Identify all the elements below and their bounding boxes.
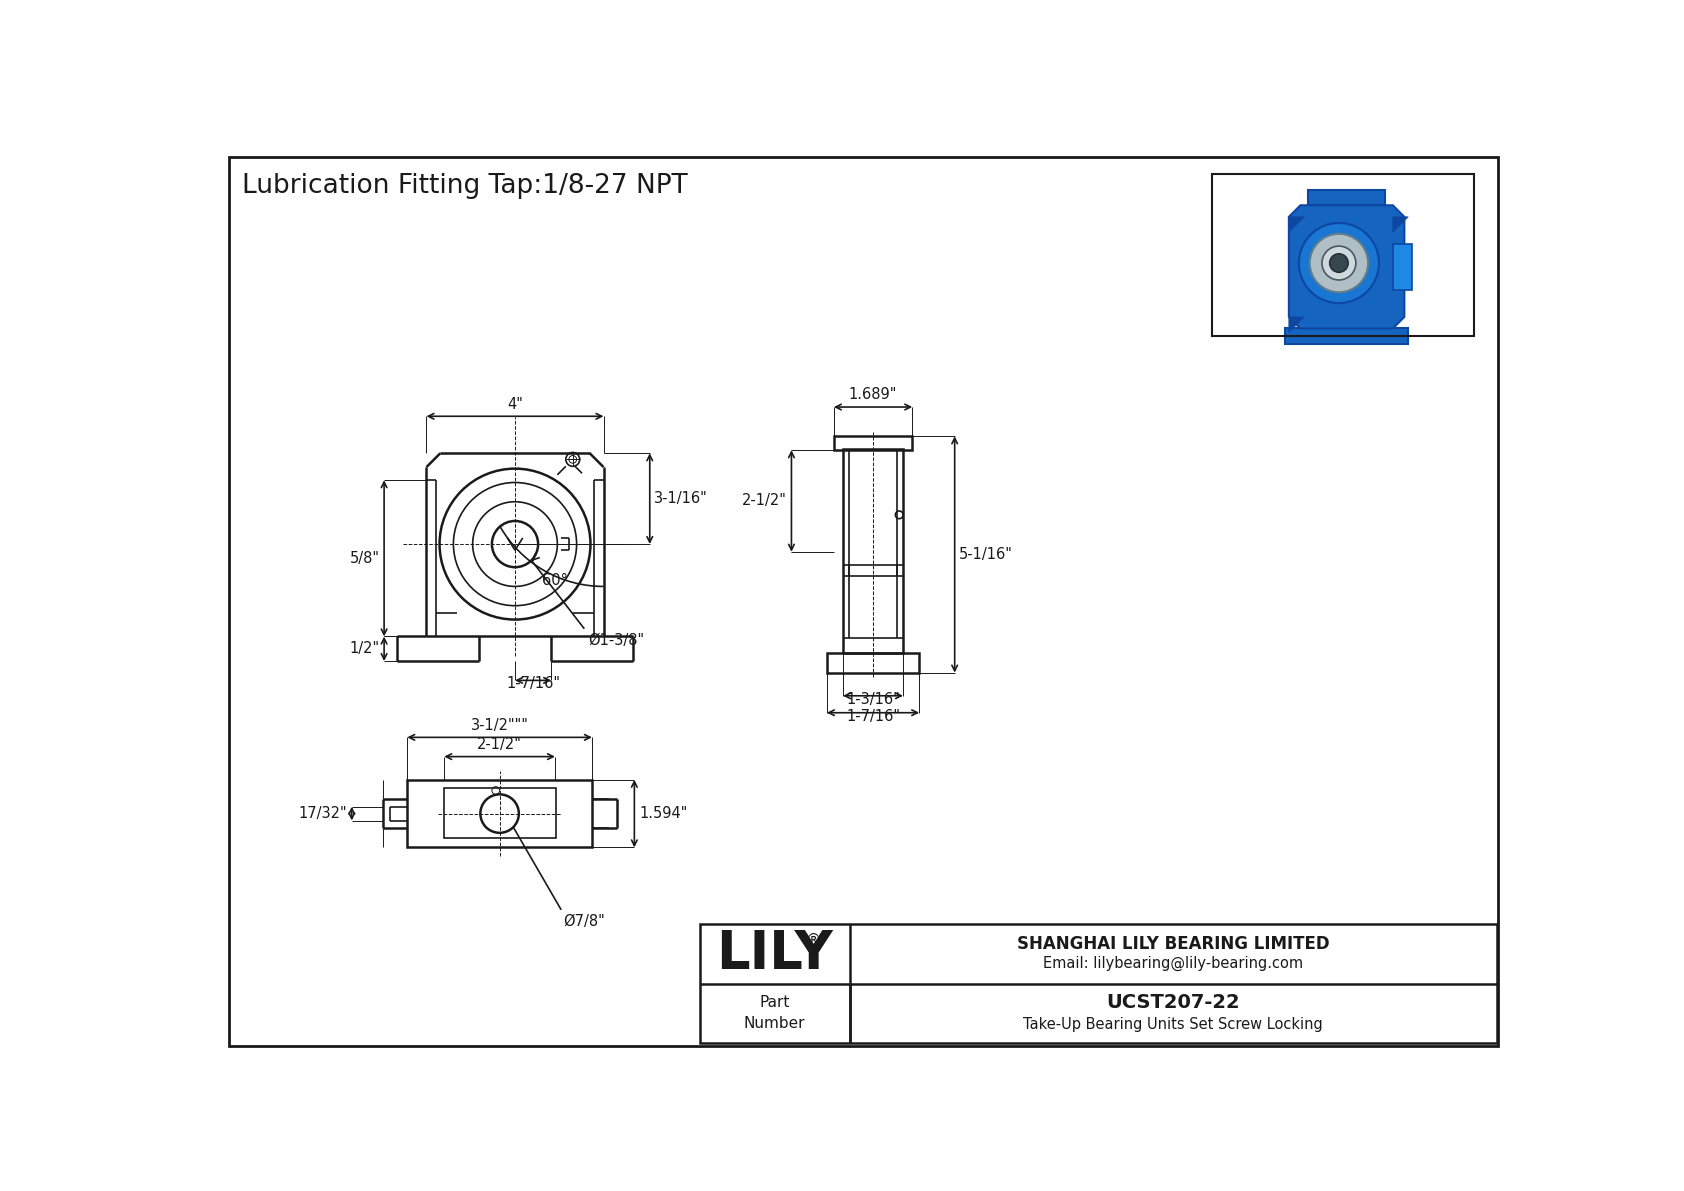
Bar	[827, 654, 919, 673]
Text: 3-1/16": 3-1/16"	[655, 491, 709, 506]
Bar	[1212, 175, 1474, 336]
Text: 3-1/2""": 3-1/2"""	[470, 718, 529, 732]
Text: Lubrication Fitting Tap:1/8-27 NPT: Lubrication Fitting Tap:1/8-27 NPT	[242, 173, 687, 199]
Text: Ø1-3/8": Ø1-3/8"	[588, 632, 645, 648]
Bar	[701, 924, 1497, 1043]
Text: 2-1/2": 2-1/2"	[477, 737, 522, 752]
Text: 5/8": 5/8"	[350, 550, 379, 566]
Text: Ø7/8": Ø7/8"	[564, 913, 605, 929]
Text: 1.689": 1.689"	[849, 387, 898, 403]
Circle shape	[1298, 223, 1379, 303]
Text: Email: lilybearing@lily-bearing.com: Email: lilybearing@lily-bearing.com	[1044, 955, 1303, 971]
Circle shape	[1330, 254, 1349, 273]
Circle shape	[1322, 247, 1356, 280]
Text: 17/32": 17/32"	[298, 806, 347, 821]
Text: 2-1/2": 2-1/2"	[743, 493, 786, 509]
Bar	[1285, 329, 1408, 344]
Bar	[1393, 244, 1413, 289]
Text: UCST207-22: UCST207-22	[1106, 993, 1239, 1012]
Bar	[844, 449, 903, 654]
Text: 1-7/16": 1-7/16"	[507, 676, 561, 691]
Text: Part
Number: Part Number	[744, 996, 805, 1031]
Bar	[1308, 189, 1386, 205]
Text: ®: ®	[805, 933, 820, 947]
Text: 4": 4"	[507, 397, 524, 412]
Polygon shape	[1288, 317, 1305, 332]
Text: 1-3/16": 1-3/16"	[845, 692, 899, 706]
Text: 1/2": 1/2"	[349, 641, 379, 656]
Polygon shape	[1393, 217, 1408, 232]
Polygon shape	[1288, 217, 1305, 232]
Text: Take-Up Bearing Units Set Screw Locking: Take-Up Bearing Units Set Screw Locking	[1024, 1017, 1324, 1031]
Circle shape	[1310, 233, 1367, 292]
Bar	[408, 780, 593, 848]
Bar	[445, 788, 556, 838]
Bar	[834, 436, 913, 450]
Text: LILY: LILY	[716, 928, 834, 980]
Text: 60°: 60°	[542, 573, 568, 588]
Text: 1-7/16": 1-7/16"	[845, 709, 899, 723]
Text: 5-1/16": 5-1/16"	[960, 547, 1014, 562]
Polygon shape	[1288, 205, 1404, 329]
Text: SHANGHAI LILY BEARING LIMITED: SHANGHAI LILY BEARING LIMITED	[1017, 935, 1330, 954]
Text: 1.594": 1.594"	[638, 806, 687, 821]
